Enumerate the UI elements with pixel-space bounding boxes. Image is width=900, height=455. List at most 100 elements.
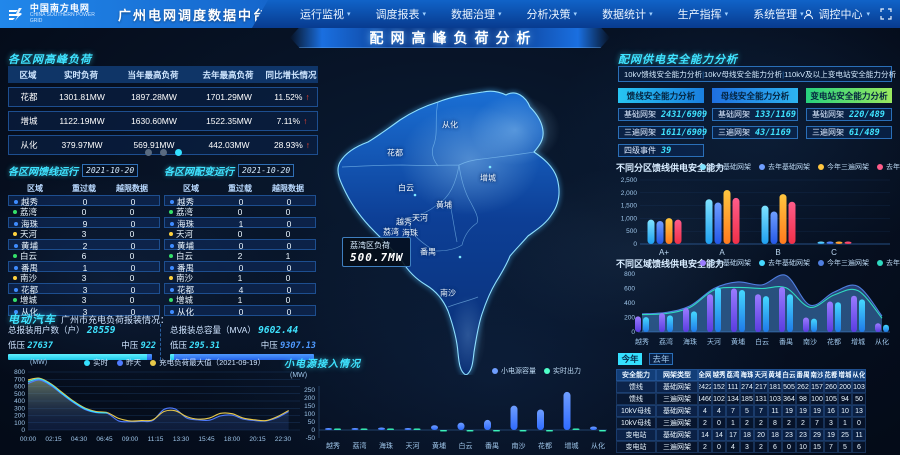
svg-text:越秀: 越秀 <box>635 337 649 346</box>
table-cell: 19 <box>782 405 796 417</box>
table-cell: 10kV母线 <box>616 417 656 429</box>
legend-item[interactable]: 今年三遍网架 <box>818 162 869 172</box>
region-chart-title: 不同区域馈线供电安全能力 <box>616 259 725 269</box>
legend-item[interactable]: 昨天 <box>117 357 141 368</box>
table-col-header: 南沙 <box>810 369 824 381</box>
status-dot-icon <box>14 310 18 314</box>
top-header: 中国南方电网 CHINA SOUTHERN POWER GRID 广州电网调度数… <box>0 0 900 28</box>
limit-value: 0 <box>129 229 135 239</box>
table-cell: 三遍网架 <box>656 441 698 453</box>
district-label[interactable]: 荔湾 <box>383 227 399 237</box>
guangzhou-map[interactable]: 从化花都增城白云黄埔 天河 越秀 荔湾 海珠 番禺南沙 <box>320 45 615 377</box>
pagination-dot[interactable] <box>144 149 152 156</box>
pagination-dot[interactable] <box>174 149 182 156</box>
tab-2[interactable]: 110kV及以上变电站安全能力分析 <box>784 69 897 79</box>
table-row: 海珠 9 0 <box>8 217 160 229</box>
legend-item[interactable]: 去年基础网架 <box>759 162 810 172</box>
status-dot-icon <box>14 200 18 204</box>
fullscreen-icon[interactable] <box>880 8 892 20</box>
svg-text:增城: 增城 <box>851 337 865 346</box>
year-button-0[interactable]: 今年 <box>618 353 642 365</box>
nav-item-1[interactable]: 调度报表 ▾ <box>376 6 427 22</box>
svg-text:白云: 白云 <box>459 441 473 450</box>
svg-text:0: 0 <box>631 329 635 336</box>
peak-cell: 1301.81MW <box>59 92 105 102</box>
legend-item[interactable]: 小电源容量 <box>492 366 536 376</box>
nav-item-2[interactable]: 数据治理 ▾ <box>451 6 502 22</box>
district-label[interactable]: 花都 <box>387 148 403 158</box>
legend-item[interactable]: 实时 <box>84 357 108 368</box>
brand-cn: 中国南方电网 <box>29 3 90 14</box>
district-label[interactable]: 增城 <box>480 173 496 183</box>
legend-item[interactable]: 去年基础网架 <box>759 258 810 268</box>
svg-text:2,000: 2,000 <box>621 190 638 197</box>
user-center-menu[interactable]: 调控中心 ▾ <box>803 6 870 22</box>
ev-users-progress-bar <box>8 354 152 360</box>
table-cell: 馈线 <box>616 381 656 393</box>
ev-panel-subtitle: 广州市充电负荷报装情况： <box>61 315 170 325</box>
district-cell: 天河 <box>8 228 62 240</box>
table-cell: 15 <box>810 441 824 453</box>
legend-item[interactable]: 今年基础网架 <box>700 258 751 268</box>
table-cell: 20 <box>754 429 768 441</box>
table-col-header: 越秀 <box>712 369 726 381</box>
limit-value: 1 <box>285 251 291 261</box>
table-cell: 2 <box>698 417 712 429</box>
nav-item-6[interactable]: 系统管理 ▾ <box>753 6 804 22</box>
district-label[interactable]: 白云 <box>398 183 414 193</box>
legend-item[interactable]: 去年三遍网架 <box>877 258 900 268</box>
safety-analysis-button[interactable]: 母线安全能力分析 <box>712 88 798 103</box>
table-cell: 4 <box>726 441 740 453</box>
legend-item[interactable]: 实时出力 <box>544 366 581 376</box>
svg-text:00:00: 00:00 <box>20 436 37 443</box>
table-row: 黄埔 2 0 <box>8 239 160 251</box>
nav-item-4[interactable]: 数据统计 ▾ <box>602 6 653 22</box>
pagination-dot[interactable] <box>159 149 167 156</box>
table-row: 越秀 0 0 <box>164 195 316 207</box>
district-label[interactable]: 黄埔 <box>436 200 452 210</box>
stat-box: 基础网架 2431/6909 <box>618 108 707 121</box>
tab-0[interactable]: 10kV馈线安全能力分析 <box>624 69 703 79</box>
ev-capacity-value: 9602.44 <box>258 325 299 336</box>
safety-analysis-button[interactable]: 变电站安全能力分析 <box>806 88 892 103</box>
up-arrow-icon: ↑ <box>305 92 310 102</box>
chevron-down-icon: ▾ <box>347 11 351 18</box>
low-voltage-value: 295.31 <box>189 341 221 351</box>
district-label[interactable]: 天河 <box>412 213 428 223</box>
legend-item[interactable]: 今年三遍网架 <box>818 258 869 268</box>
brand-text: 中国南方电网 CHINA SOUTHERN POWER GRID <box>30 4 108 24</box>
tab-1[interactable]: 10kV母线安全能力分析 <box>704 69 783 79</box>
nav-item-3[interactable]: 分析决策 ▾ <box>527 6 578 22</box>
peak-cell: 7.11% ↑ <box>265 116 319 126</box>
district-cell: 白云 <box>8 250 62 262</box>
table-cell: 10 <box>796 441 810 453</box>
limit-value: 0 <box>129 273 135 283</box>
limit-value: 0 <box>130 285 136 295</box>
status-dot-icon <box>170 310 174 314</box>
overload-value: 3 <box>82 307 88 317</box>
table-cell: 1 <box>726 417 740 429</box>
year-button-1[interactable]: 去年 <box>649 353 673 365</box>
legend-dot-icon <box>759 260 765 266</box>
nav-item-0[interactable]: 运行监视 ▾ <box>300 6 351 22</box>
chevron-down-icon: ▾ <box>800 11 804 18</box>
legend-item[interactable]: 今年基础网架 <box>700 162 751 172</box>
table-cell: 1466 <box>698 393 712 405</box>
safety-analysis-button[interactable]: 馈线安全能力分析 <box>618 88 704 103</box>
district-label[interactable]: 从化 <box>442 120 458 130</box>
legend-item[interactable]: 去年三遍网架 <box>877 162 900 172</box>
district-label[interactable]: 番禺 <box>420 247 436 257</box>
peak-col-header: 实时负荷 <box>63 69 98 80</box>
district-name: 白云 <box>20 251 38 261</box>
district-label[interactable]: 南沙 <box>440 288 456 298</box>
nav-item-label: 数据统计 <box>602 9 647 21</box>
district-name: 越秀 <box>177 197 195 207</box>
district-label[interactable]: 海珠 <box>402 228 418 238</box>
district-label[interactable]: 越秀 <box>396 217 412 227</box>
table-cell: 262 <box>796 381 810 393</box>
legend-dot-icon <box>544 368 550 374</box>
table-cell: 基础网架 <box>656 429 698 441</box>
legend-item[interactable]: 充电负荷最大值（2021-09-19） <box>150 357 265 368</box>
district-name: 天河 <box>176 229 194 239</box>
nav-item-5[interactable]: 生产指挥 ▾ <box>678 6 729 22</box>
